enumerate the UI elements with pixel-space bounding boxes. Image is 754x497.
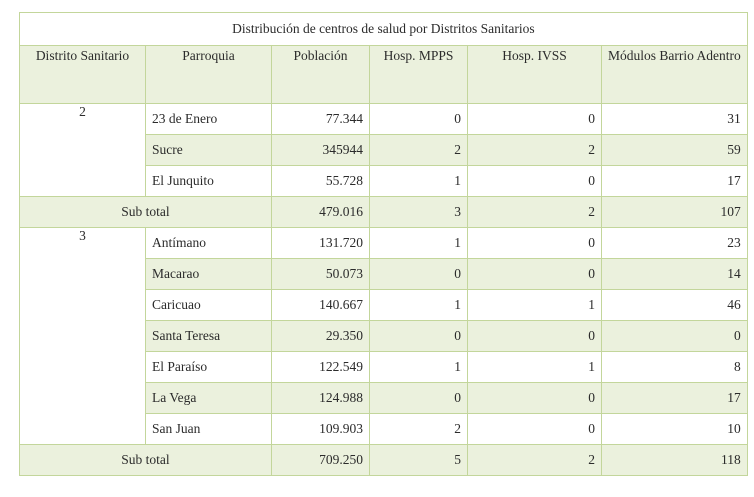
hosp-ivss-cell: 1 [467, 289, 602, 321]
header-hosp-mpps: Hosp. MPPS [369, 45, 468, 104]
hosp-mpps-cell: 2 [369, 134, 468, 166]
hosp-ivss-cell: 1 [467, 351, 602, 383]
table-row: Sucre 345944 2 2 59 [20, 134, 748, 166]
modulos-cell: 23 [601, 227, 748, 259]
subtotal-label: Sub total [19, 444, 272, 476]
table-body: 2 23 de Enero 77.344 0 0 31 Sucre 345944 2 2 59 El … [19, 103, 748, 476]
district-cell: 3 [19, 227, 146, 445]
subtotal-hosp-mpps: 3 [369, 196, 468, 228]
subtotal-hosp-ivss: 2 [467, 444, 602, 476]
header-parroquia: Parroquia [145, 45, 272, 104]
hosp-ivss-cell: 0 [467, 165, 602, 197]
hosp-ivss-cell: 0 [467, 382, 602, 414]
modulos-cell: 10 [601, 413, 748, 445]
subtotal-modulos: 118 [601, 444, 748, 476]
hosp-mpps-cell: 0 [369, 258, 468, 290]
hosp-ivss-cell: 0 [467, 320, 602, 352]
table-row: Caricuao 140.667 1 1 46 [20, 289, 748, 321]
table-row: El Paraíso 122.549 1 1 8 [20, 351, 748, 383]
hosp-ivss-cell: 0 [467, 258, 602, 290]
parroquia-cell: Sucre [145, 134, 272, 166]
subtotal-poblacion: 709.250 [271, 444, 370, 476]
table-container: Distribución de centros de salud por Dis… [19, 12, 748, 476]
modulos-cell: 17 [601, 165, 748, 197]
header-hosp-ivss: Hosp. IVSS [467, 45, 602, 104]
hosp-mpps-cell: 0 [369, 382, 468, 414]
modulos-cell: 0 [601, 320, 748, 352]
poblacion-cell: 50.073 [271, 258, 370, 290]
parroquia-cell: Macarao [145, 258, 272, 290]
parroquia-cell: 23 de Enero [145, 103, 272, 135]
poblacion-cell: 124.988 [271, 382, 370, 414]
table-row: El Junquito 55.728 1 0 17 [20, 165, 748, 197]
parroquia-cell: Santa Teresa [145, 320, 272, 352]
subtotal-modulos: 107 [601, 196, 748, 228]
header-distrito: Distrito Sanitario [19, 45, 146, 104]
modulos-cell: 17 [601, 382, 748, 414]
poblacion-cell: 131.720 [271, 227, 370, 259]
table-row: 3 Antímano 131.720 1 0 23 [19, 227, 748, 445]
subtotal-row: Sub total 709.250 5 2 118 [19, 444, 748, 476]
health-centers-table: Distribución de centros de salud por Dis… [19, 12, 748, 476]
hosp-mpps-cell: 0 [369, 320, 468, 352]
hosp-mpps-cell: 2 [369, 413, 468, 445]
parroquia-cell: El Junquito [145, 165, 272, 197]
poblacion-cell: 55.728 [271, 165, 370, 197]
poblacion-cell: 345944 [271, 134, 370, 166]
parroquia-cell: San Juan [145, 413, 272, 445]
modulos-cell: 59 [601, 134, 748, 166]
header-poblacion: Población [271, 45, 370, 104]
modulos-cell: 31 [601, 103, 748, 135]
hosp-mpps-cell: 1 [369, 165, 468, 197]
subtotal-row: Sub total 479.016 3 2 107 [19, 196, 748, 228]
hosp-ivss-cell: 0 [467, 413, 602, 445]
district-cell: 2 [19, 103, 146, 197]
hosp-mpps-cell: 1 [369, 227, 468, 259]
table-row: Santa Teresa 29.350 0 0 0 [20, 320, 748, 352]
modulos-cell: 8 [601, 351, 748, 383]
hosp-mpps-cell: 1 [369, 351, 468, 383]
modulos-cell: 14 [601, 258, 748, 290]
modulos-cell: 46 [601, 289, 748, 321]
poblacion-cell: 77.344 [271, 103, 370, 135]
table-row: La Vega 124.988 0 0 17 [20, 382, 748, 414]
header-row: Distrito Sanitario Parroquia Población H… [19, 45, 748, 104]
poblacion-cell: 29.350 [271, 320, 370, 352]
table-row: San Juan 109.903 2 0 10 [20, 413, 748, 445]
hosp-ivss-cell: 0 [467, 227, 602, 259]
table-row: Macarao 50.073 0 0 14 [20, 258, 748, 290]
header-modulos: Módulos Barrio Adentro [601, 45, 748, 104]
subtotal-hosp-mpps: 5 [369, 444, 468, 476]
subtotal-hosp-ivss: 2 [467, 196, 602, 228]
parroquia-cell: Caricuao [145, 289, 272, 321]
table-row: 2 23 de Enero 77.344 0 0 31 [19, 103, 748, 197]
table-title: Distribución de centros de salud por Dis… [19, 12, 748, 46]
hosp-mpps-cell: 0 [369, 103, 468, 135]
hosp-mpps-cell: 1 [369, 289, 468, 321]
parroquia-cell: Antímano [145, 227, 272, 259]
subtotal-poblacion: 479.016 [271, 196, 370, 228]
hosp-ivss-cell: 0 [467, 103, 602, 135]
poblacion-cell: 140.667 [271, 289, 370, 321]
hosp-ivss-cell: 2 [467, 134, 602, 166]
poblacion-cell: 122.549 [271, 351, 370, 383]
parroquia-cell: El Paraíso [145, 351, 272, 383]
subtotal-label: Sub total [19, 196, 272, 228]
parroquia-cell: La Vega [145, 382, 272, 414]
poblacion-cell: 109.903 [271, 413, 370, 445]
